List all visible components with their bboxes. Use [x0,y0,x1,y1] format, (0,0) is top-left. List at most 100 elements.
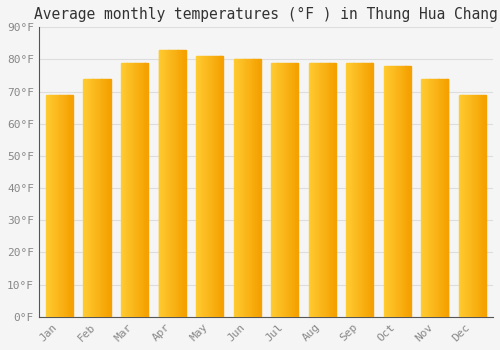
Bar [459,95,460,317]
Bar [428,79,430,317]
Bar [430,79,432,317]
Bar [425,79,426,317]
Bar [96,79,97,317]
Bar [199,56,200,317]
Bar [47,95,48,317]
Bar [90,79,91,317]
Bar [370,63,372,317]
Bar [280,63,281,317]
Bar [275,63,276,317]
Bar [237,60,238,317]
Bar [52,95,53,317]
Bar [104,79,105,317]
Bar [252,60,254,317]
Bar [140,63,141,317]
Bar [322,63,323,317]
Bar [216,56,217,317]
Bar [95,79,96,317]
Bar [469,95,470,317]
Bar [347,63,348,317]
Bar [465,95,466,317]
Bar [130,63,131,317]
Bar [423,79,424,317]
Bar [89,79,90,317]
Bar [58,95,59,317]
Bar [234,60,236,317]
Bar [323,63,324,317]
Bar [217,56,218,317]
Bar [460,95,462,317]
Bar [72,95,73,317]
Bar [410,66,411,317]
Bar [202,56,203,317]
Bar [440,79,441,317]
Bar [328,63,330,317]
Bar [200,56,202,317]
Bar [48,95,50,317]
Bar [184,50,185,317]
Bar [482,95,484,317]
Bar [291,63,292,317]
Bar [386,66,388,317]
Bar [164,50,165,317]
Bar [372,63,374,317]
Bar [218,56,220,317]
Bar [401,66,402,317]
Bar [278,63,280,317]
Bar [444,79,445,317]
Bar [443,79,444,317]
Bar [368,63,369,317]
Bar [207,56,208,317]
Bar [165,50,166,317]
Bar [292,63,293,317]
Bar [409,66,410,317]
Bar [53,95,54,317]
Bar [246,60,247,317]
Bar [350,63,351,317]
Bar [462,95,464,317]
Bar [174,50,175,317]
Bar [330,63,332,317]
Bar [442,79,443,317]
Title: Average monthly temperatures (°F ) in Thung Hua Chang: Average monthly temperatures (°F ) in Th… [34,7,498,22]
Bar [284,63,285,317]
Bar [346,63,347,317]
Bar [64,95,65,317]
Bar [88,79,89,317]
Bar [478,95,480,317]
Bar [244,60,246,317]
Bar [276,63,278,317]
Bar [178,50,180,317]
Bar [222,56,223,317]
Bar [362,63,364,317]
Bar [131,63,132,317]
Bar [483,95,484,317]
Bar [204,56,205,317]
Bar [335,63,336,317]
Bar [466,95,467,317]
Bar [402,66,403,317]
Bar [294,63,296,317]
Bar [87,79,88,317]
Bar [348,63,349,317]
Bar [286,63,288,317]
Bar [134,63,136,317]
Bar [180,50,181,317]
Bar [168,50,170,317]
Bar [399,66,400,317]
Bar [121,63,122,317]
Bar [398,66,399,317]
Bar [100,79,102,317]
Bar [365,63,366,317]
Bar [248,60,249,317]
Bar [183,50,184,317]
Bar [422,79,423,317]
Bar [369,63,370,317]
Bar [54,95,55,317]
Bar [238,60,239,317]
Bar [122,63,123,317]
Bar [441,79,442,317]
Bar [236,60,238,317]
Bar [408,66,409,317]
Bar [274,63,275,317]
